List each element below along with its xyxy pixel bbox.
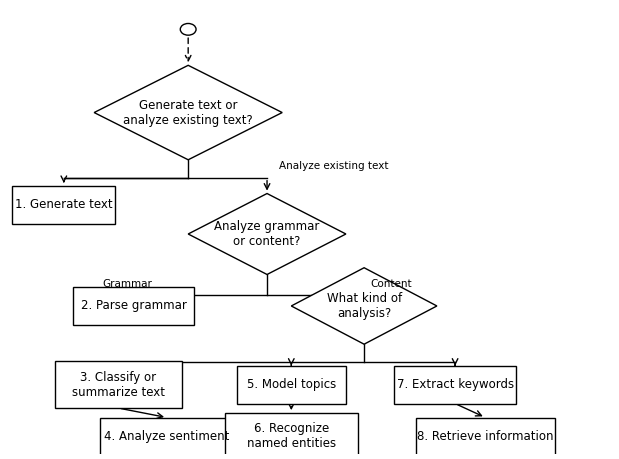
Circle shape bbox=[180, 23, 196, 35]
Text: 7. Extract keywords: 7. Extract keywords bbox=[397, 378, 514, 391]
FancyBboxPatch shape bbox=[225, 413, 358, 459]
Text: Analyze existing text: Analyze existing text bbox=[279, 161, 389, 171]
Text: What kind of
analysis?: What kind of analysis? bbox=[327, 292, 402, 320]
Text: 4. Analyze sentiment: 4. Analyze sentiment bbox=[104, 430, 230, 443]
Text: Grammar: Grammar bbox=[103, 280, 152, 289]
Text: Analyze grammar
or content?: Analyze grammar or content? bbox=[214, 220, 320, 248]
FancyBboxPatch shape bbox=[394, 366, 516, 403]
Text: 5. Model topics: 5. Model topics bbox=[247, 378, 336, 391]
FancyBboxPatch shape bbox=[416, 418, 555, 455]
Text: 8. Retrieve information: 8. Retrieve information bbox=[417, 430, 553, 443]
Text: Content: Content bbox=[370, 280, 412, 289]
Text: 6. Recognize
named entities: 6. Recognize named entities bbox=[247, 422, 336, 450]
FancyBboxPatch shape bbox=[12, 186, 115, 224]
FancyBboxPatch shape bbox=[54, 361, 182, 408]
Text: 3. Classify or
summarize text: 3. Classify or summarize text bbox=[72, 371, 165, 399]
Polygon shape bbox=[188, 194, 346, 274]
Text: 1. Generate text: 1. Generate text bbox=[15, 198, 113, 211]
Text: Generate text or
analyze existing text?: Generate text or analyze existing text? bbox=[123, 99, 253, 127]
Polygon shape bbox=[292, 268, 437, 344]
Polygon shape bbox=[94, 65, 282, 160]
FancyBboxPatch shape bbox=[236, 366, 346, 403]
FancyBboxPatch shape bbox=[100, 418, 233, 455]
Text: 2. Parse grammar: 2. Parse grammar bbox=[80, 299, 186, 313]
FancyBboxPatch shape bbox=[73, 287, 194, 325]
